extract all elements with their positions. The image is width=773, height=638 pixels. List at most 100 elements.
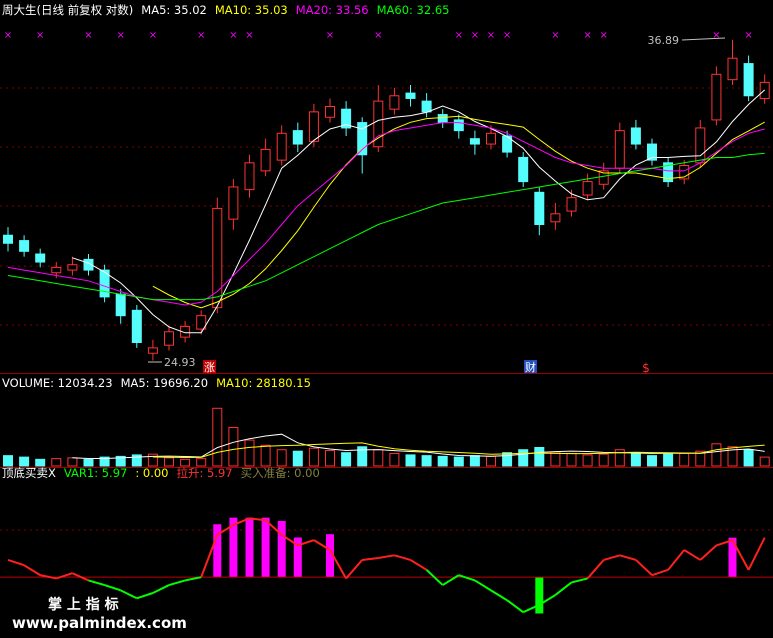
volume-bar bbox=[83, 458, 94, 467]
volume-bar bbox=[357, 446, 368, 467]
volume-bar bbox=[502, 452, 513, 467]
price-legend: 周大生(日线 前复权 对数) MA5: 35.02 MA10: 35.03 MA20:… bbox=[2, 3, 449, 17]
volume-bar bbox=[196, 458, 207, 467]
indicator-segment bbox=[249, 517, 266, 522]
volume-bar bbox=[550, 451, 561, 467]
indicator-segment bbox=[699, 544, 718, 561]
watermark-title: 掌 上 指 标 bbox=[48, 596, 119, 613]
signal-marker: × bbox=[712, 30, 720, 41]
candle-body bbox=[437, 114, 448, 124]
signal-bar bbox=[261, 517, 270, 578]
candle-body bbox=[598, 170, 609, 185]
indicator-segment bbox=[313, 539, 331, 551]
signal-bar bbox=[326, 534, 334, 578]
indicator-segment bbox=[7, 558, 25, 567]
indicator-segment bbox=[538, 594, 556, 606]
candle-body bbox=[614, 130, 625, 169]
signal-marker: × bbox=[117, 30, 125, 41]
volume-bar bbox=[389, 452, 400, 467]
candle-body bbox=[341, 108, 352, 129]
indicator-legend: 顶底买卖X VAR1: 5.97: 0.00 拉升: 5.97 买入准备: 0.00 bbox=[2, 466, 320, 480]
event-badge bbox=[524, 360, 537, 373]
legend-item: MA20: 33.56 bbox=[295, 3, 369, 17]
volume-bar bbox=[308, 447, 319, 467]
candle-body bbox=[663, 162, 674, 183]
legend-item: MA10: 35.03 bbox=[214, 3, 288, 17]
indicator-segment bbox=[619, 554, 637, 561]
candle-body bbox=[518, 156, 529, 183]
volume-bar bbox=[341, 452, 352, 467]
legend-item: 周大生(日线 前复权 对数) bbox=[2, 3, 134, 17]
indicator-segment bbox=[394, 554, 411, 561]
volume-bar bbox=[405, 454, 416, 467]
candle-body bbox=[405, 92, 416, 99]
indicator-segment bbox=[39, 574, 57, 580]
signal-marker: × bbox=[36, 30, 44, 41]
indicator-segment bbox=[329, 549, 347, 579]
candle-body bbox=[292, 130, 303, 145]
indicator-segment bbox=[184, 576, 202, 582]
legend-item: MA5: 35.02 bbox=[141, 3, 207, 17]
volume-bar bbox=[630, 452, 641, 467]
volume-bar bbox=[421, 455, 432, 467]
candle-body bbox=[180, 325, 191, 338]
signal-marker: × bbox=[326, 30, 334, 41]
volume-bar bbox=[486, 455, 496, 467]
signal-marker: × bbox=[84, 30, 92, 41]
indicator-segment bbox=[458, 574, 476, 582]
legend-item: 拉升: 5.97 bbox=[176, 466, 233, 480]
low-annotation: 24.93 bbox=[164, 356, 196, 369]
volume-bar bbox=[453, 456, 464, 467]
candle-body bbox=[115, 293, 126, 317]
signal-marker: × bbox=[744, 30, 752, 41]
candle-body bbox=[711, 73, 722, 121]
candle-body bbox=[566, 197, 577, 212]
candle-body bbox=[260, 148, 271, 172]
legend-item: MA10: 28180.15 bbox=[216, 376, 311, 390]
event-label: 财 bbox=[525, 360, 536, 374]
volume-bar bbox=[292, 450, 303, 467]
volume-bar bbox=[373, 449, 384, 467]
indicator-segment bbox=[522, 603, 540, 614]
volume-bar bbox=[212, 407, 223, 467]
indicator-segment bbox=[345, 559, 363, 580]
grid bbox=[0, 87, 773, 531]
candle-body bbox=[453, 119, 464, 132]
volume-bar bbox=[147, 453, 158, 467]
candle-body bbox=[534, 191, 545, 225]
candle-body bbox=[308, 111, 319, 142]
candle-body bbox=[276, 132, 287, 161]
event-label: 涨 bbox=[204, 361, 215, 374]
indicator-segment bbox=[281, 533, 299, 547]
signal-bar bbox=[229, 517, 238, 578]
signal-bar bbox=[728, 537, 737, 578]
volume-bar bbox=[228, 427, 239, 467]
ma-line bbox=[152, 442, 765, 459]
ma-line bbox=[72, 89, 766, 334]
candle-body bbox=[630, 127, 641, 145]
event-label: $ bbox=[642, 361, 650, 375]
candle-body bbox=[373, 100, 384, 148]
indicator-segment bbox=[716, 539, 733, 547]
volume-bar bbox=[469, 455, 480, 467]
candle-body bbox=[389, 95, 400, 110]
volume-bar bbox=[614, 449, 625, 467]
indicator-segment bbox=[667, 549, 685, 571]
legend-item: MA5: 19696.20 bbox=[120, 376, 209, 390]
candle-body bbox=[550, 213, 561, 223]
candle-body bbox=[196, 315, 207, 330]
volume-bar bbox=[598, 453, 609, 467]
volume-bar bbox=[743, 449, 754, 467]
volume-bar bbox=[180, 458, 191, 467]
candle-body bbox=[51, 266, 62, 274]
volume-bar bbox=[19, 456, 30, 467]
indicator-segment bbox=[233, 517, 250, 526]
signal-marker: × bbox=[487, 30, 495, 41]
signal-marker: × bbox=[149, 30, 157, 41]
candle-body bbox=[727, 57, 738, 81]
legend-item: 买入准备: 0.00 bbox=[240, 466, 320, 480]
annotation-arrow bbox=[681, 37, 726, 41]
indicator-segment bbox=[71, 572, 89, 582]
